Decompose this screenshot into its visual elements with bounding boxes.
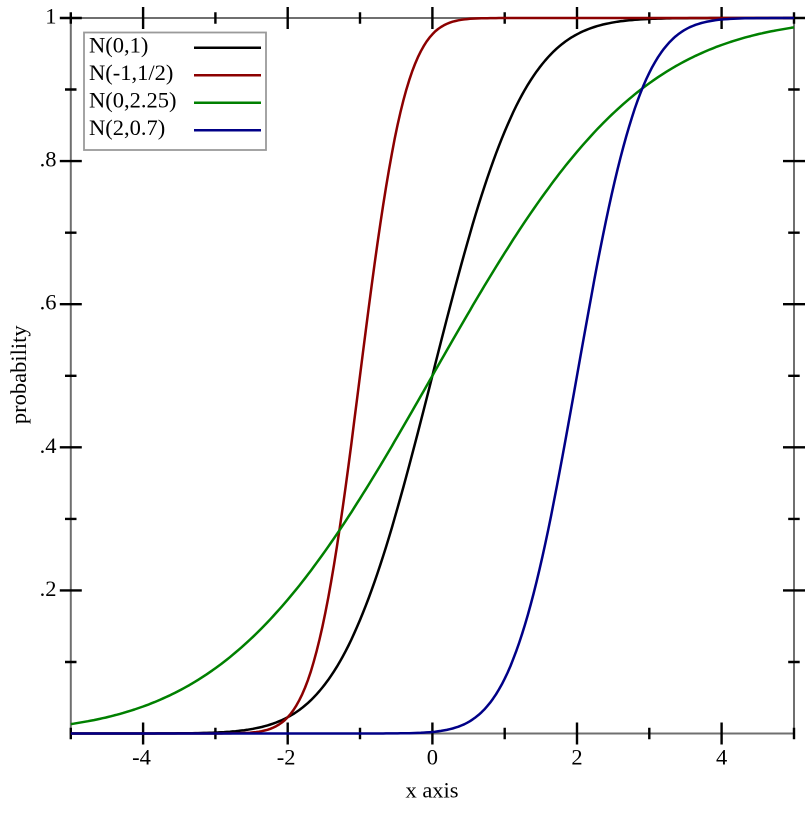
svg-text:2: 2 <box>571 745 582 770</box>
svg-text:.4: .4 <box>40 433 57 458</box>
svg-text:1: 1 <box>45 4 56 29</box>
svg-text:4: 4 <box>716 745 727 770</box>
svg-text:.6: .6 <box>40 290 57 315</box>
svg-text:-4: -4 <box>132 745 151 770</box>
svg-text:probability: probability <box>6 325 31 424</box>
svg-text:.2: .2 <box>40 576 57 601</box>
svg-text:N(-1,1/2): N(-1,1/2) <box>89 60 173 85</box>
svg-text:N(0,1): N(0,1) <box>89 33 148 58</box>
svg-text:N(2,0.7): N(2,0.7) <box>89 115 165 140</box>
svg-text:0: 0 <box>427 745 438 770</box>
svg-text:x axis: x axis <box>405 778 458 803</box>
svg-text:N(0,2.25): N(0,2.25) <box>89 88 176 113</box>
svg-text:-2: -2 <box>277 745 296 770</box>
svg-text:.8: .8 <box>40 147 57 172</box>
